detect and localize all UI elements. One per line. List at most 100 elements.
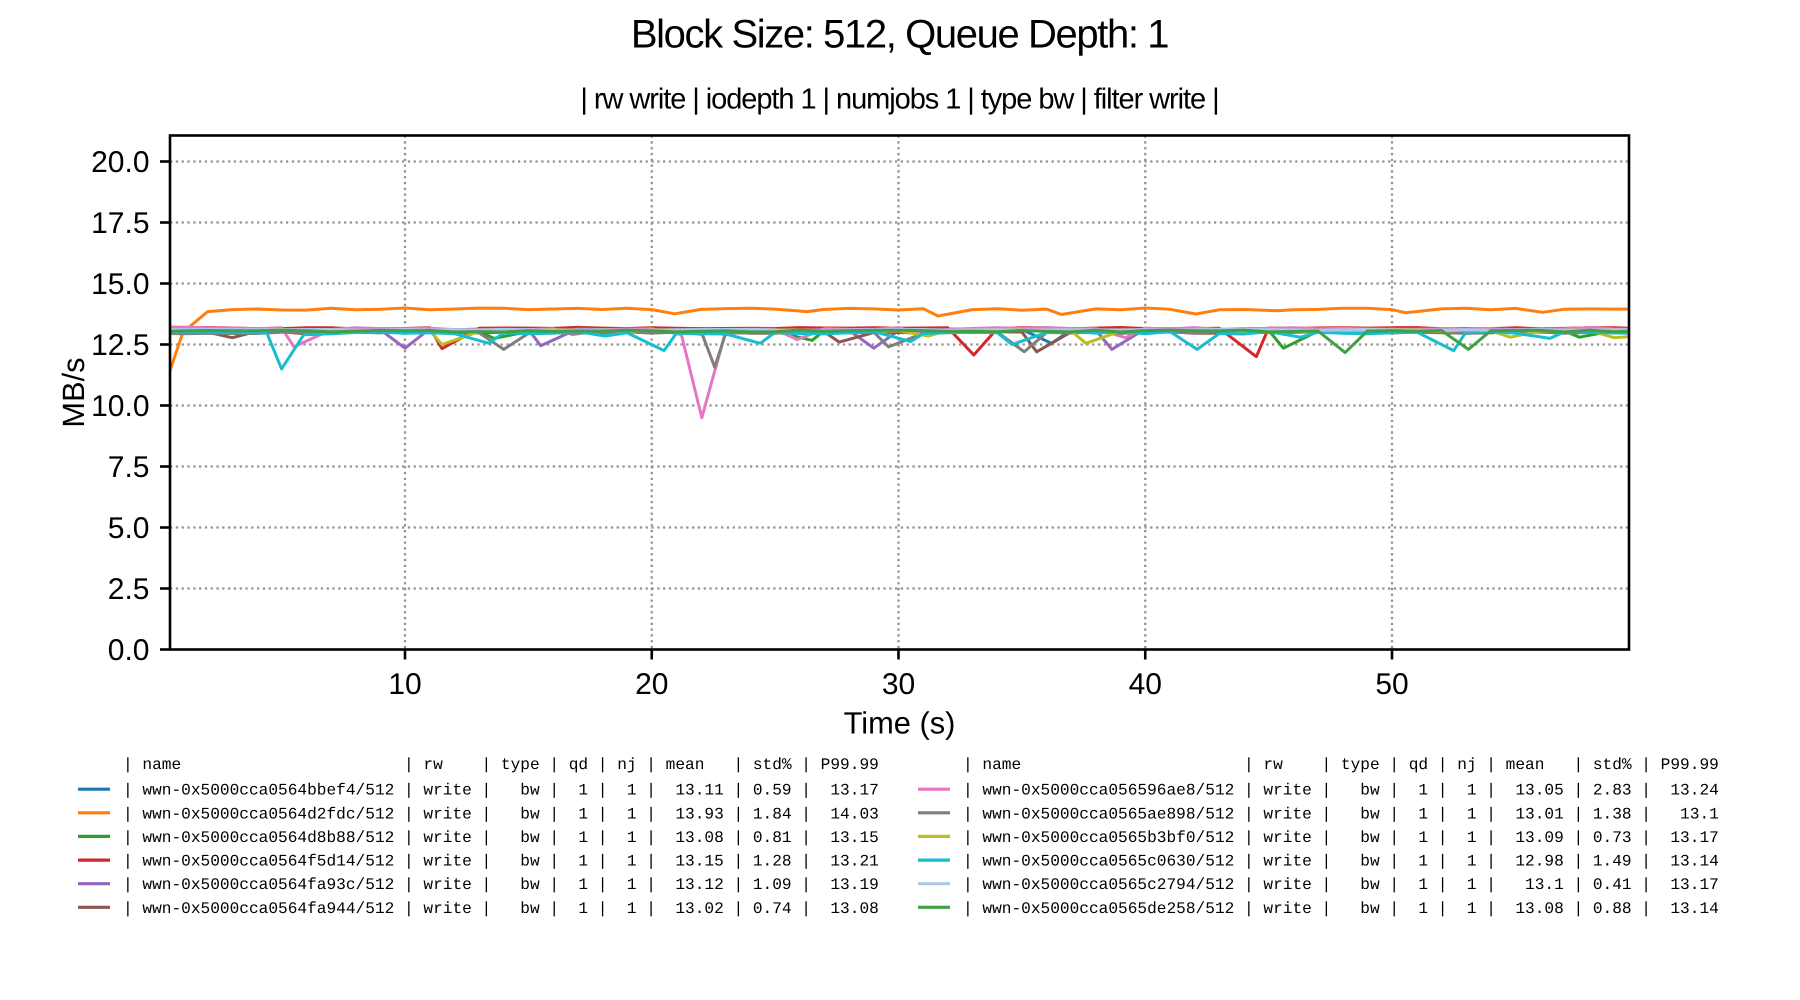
- svg-text:1: 1: [578, 876, 588, 894]
- svg-text:|: |: [1641, 876, 1651, 894]
- svg-text:1: 1: [1418, 876, 1428, 894]
- svg-text:|: |: [801, 805, 811, 823]
- svg-text:|: |: [482, 805, 492, 823]
- svg-text:1: 1: [1467, 805, 1477, 823]
- svg-text:|: |: [1573, 876, 1583, 894]
- svg-text:|: |: [123, 805, 133, 823]
- svg-text:1: 1: [627, 900, 637, 918]
- svg-text:1: 1: [578, 900, 588, 918]
- svg-text:bw: bw: [1360, 853, 1380, 871]
- svg-text:type: type: [1341, 756, 1380, 774]
- svg-text:qd: qd: [569, 756, 588, 774]
- svg-text:13.19: 13.19: [830, 876, 878, 894]
- svg-text:|: |: [123, 876, 133, 894]
- svg-text:15.0: 15.0: [91, 268, 149, 301]
- svg-text:12.98: 12.98: [1515, 853, 1563, 871]
- svg-text:|: |: [482, 782, 492, 800]
- svg-text:|: |: [1389, 782, 1399, 800]
- svg-text:|: |: [123, 782, 133, 800]
- svg-text:write: write: [423, 876, 471, 894]
- svg-text:bw: bw: [1360, 782, 1380, 800]
- svg-text:|: |: [404, 900, 414, 918]
- svg-text:|: |: [404, 782, 414, 800]
- svg-text:1: 1: [578, 853, 588, 871]
- svg-text:Block Size: 512, Queue Depth:: Block Size: 512, Queue Depth: 1: [631, 13, 1168, 57]
- svg-text:13.14: 13.14: [1670, 900, 1718, 918]
- svg-text:bw: bw: [520, 876, 540, 894]
- svg-text:|: |: [1244, 805, 1254, 823]
- svg-text:|: |: [404, 756, 414, 774]
- svg-text:1.84: 1.84: [753, 805, 792, 823]
- svg-text:|: |: [549, 829, 559, 847]
- svg-text:0.41: 0.41: [1593, 876, 1632, 894]
- svg-text:1: 1: [1418, 900, 1428, 918]
- svg-text:|: |: [1641, 900, 1651, 918]
- svg-text:write: write: [1263, 782, 1311, 800]
- svg-text:wwn-0x5000cca0565c2794/512: wwn-0x5000cca0565c2794/512: [982, 876, 1234, 894]
- svg-text:0.81: 0.81: [753, 829, 792, 847]
- svg-text:|: |: [598, 900, 608, 918]
- svg-text:0.59: 0.59: [753, 782, 792, 800]
- svg-text:|: |: [549, 900, 559, 918]
- svg-text:1: 1: [1418, 782, 1428, 800]
- svg-text:13.05: 13.05: [1515, 782, 1563, 800]
- svg-text:bw: bw: [520, 853, 540, 871]
- svg-text:|: |: [1244, 756, 1254, 774]
- svg-text:wwn-0x5000cca0564bbef4/512: wwn-0x5000cca0564bbef4/512: [142, 782, 394, 800]
- svg-text:wwn-0x5000cca0564fa944/512: wwn-0x5000cca0564fa944/512: [142, 900, 394, 918]
- svg-text:write: write: [423, 900, 471, 918]
- svg-text:bw: bw: [520, 900, 540, 918]
- svg-text:|: |: [1244, 876, 1254, 894]
- svg-text:|: |: [598, 829, 608, 847]
- svg-text:|: |: [549, 853, 559, 871]
- svg-text:|: |: [1438, 756, 1448, 774]
- svg-text:0.74: 0.74: [753, 900, 792, 918]
- svg-text:write: write: [423, 853, 471, 871]
- svg-text:1.38: 1.38: [1593, 805, 1632, 823]
- svg-text:|: |: [404, 829, 414, 847]
- svg-text:|: |: [646, 876, 656, 894]
- svg-text:1: 1: [1467, 829, 1477, 847]
- svg-text:|: |: [123, 853, 133, 871]
- svg-text:|: |: [1322, 756, 1332, 774]
- svg-text:|: |: [549, 782, 559, 800]
- svg-text:|: |: [123, 756, 133, 774]
- svg-text:|: |: [1438, 853, 1448, 871]
- svg-text:0.88: 0.88: [1593, 900, 1632, 918]
- svg-text:|: |: [1486, 805, 1496, 823]
- svg-text:1: 1: [1467, 876, 1477, 894]
- svg-text:10.0: 10.0: [91, 390, 149, 423]
- svg-text:1: 1: [627, 805, 637, 823]
- svg-text:|: |: [598, 782, 608, 800]
- svg-text:|: |: [1486, 876, 1496, 894]
- svg-text:|: |: [1244, 900, 1254, 918]
- svg-text:13.11: 13.11: [675, 782, 723, 800]
- svg-text:| rw write | iodepth 1 | numjo: | rw write | iodepth 1 | numjobs 1 | typ…: [580, 84, 1218, 116]
- svg-text:|: |: [1641, 853, 1651, 871]
- svg-text:1: 1: [1418, 829, 1428, 847]
- svg-text:|: |: [1322, 782, 1332, 800]
- svg-text:|: |: [646, 853, 656, 871]
- svg-text:bw: bw: [1360, 829, 1380, 847]
- svg-text:|: |: [1486, 829, 1496, 847]
- svg-text:|: |: [482, 756, 492, 774]
- svg-text:|: |: [1389, 853, 1399, 871]
- svg-text:|: |: [1389, 805, 1399, 823]
- svg-text:13.17: 13.17: [1670, 876, 1718, 894]
- svg-text:20.0: 20.0: [91, 146, 149, 179]
- svg-text:|: |: [963, 876, 973, 894]
- svg-text:|: |: [549, 876, 559, 894]
- svg-text:|: |: [733, 756, 743, 774]
- svg-text:1: 1: [578, 805, 588, 823]
- svg-text:nj: nj: [1457, 756, 1476, 774]
- svg-text:20: 20: [635, 668, 668, 701]
- svg-text:|: |: [963, 853, 973, 871]
- svg-text:|: |: [733, 853, 743, 871]
- svg-text:|: |: [733, 829, 743, 847]
- svg-text:30: 30: [882, 668, 915, 701]
- svg-text:|: |: [1322, 853, 1332, 871]
- svg-text:|: |: [1438, 829, 1448, 847]
- svg-text:MB/s: MB/s: [56, 357, 91, 427]
- svg-text:wwn-0x5000cca0565de258/512: wwn-0x5000cca0565de258/512: [982, 900, 1234, 918]
- svg-text:|: |: [963, 805, 973, 823]
